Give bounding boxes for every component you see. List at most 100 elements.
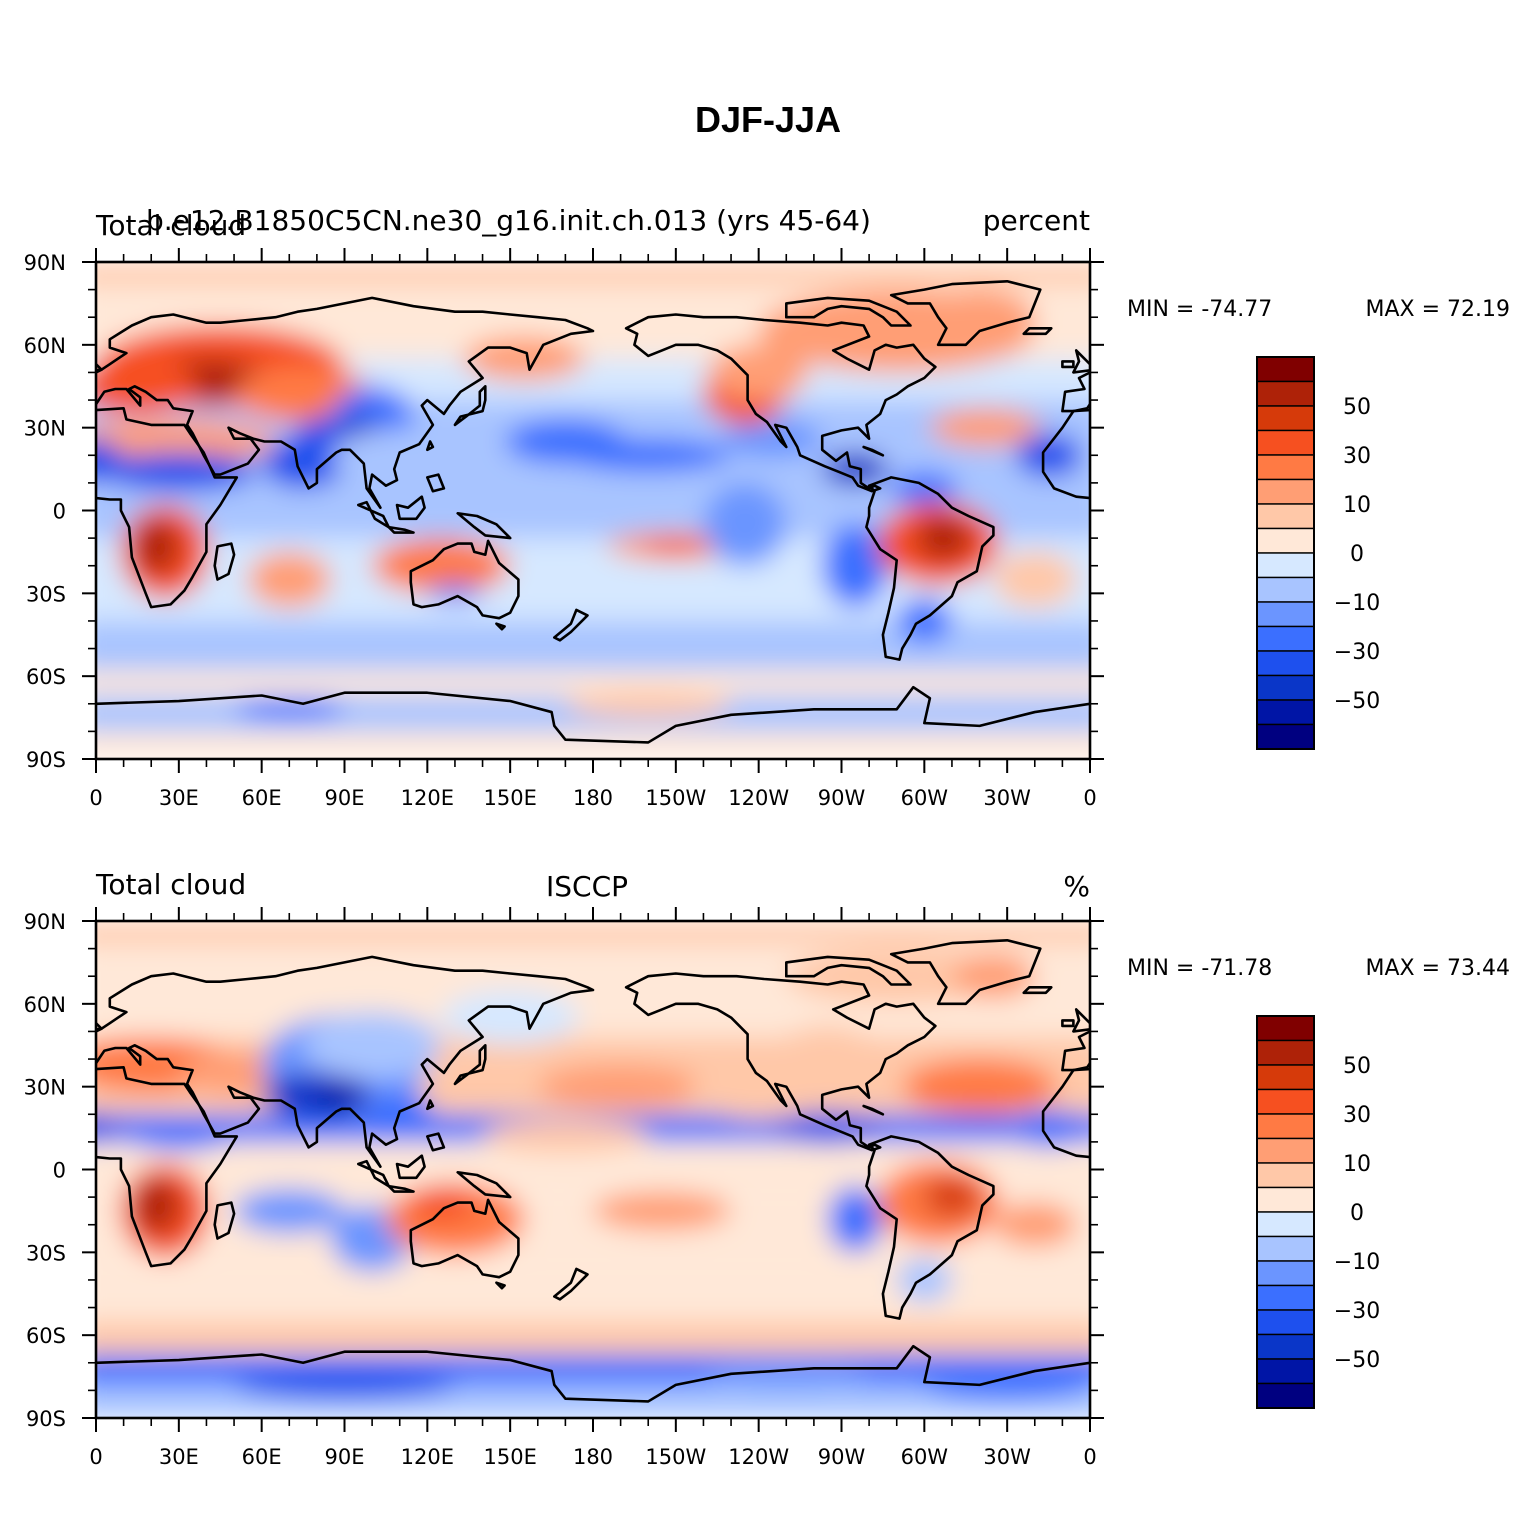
lon-tick-label: 90E <box>325 1445 365 1469</box>
panel-right-label: percent <box>983 204 1090 237</box>
max-stat: MAX = 72.19 <box>1365 297 1510 322</box>
colorbar-label: 30 <box>1343 1103 1371 1128</box>
colorbar-swatch <box>1256 1358 1315 1385</box>
lat-tick-label: 0 <box>53 500 66 524</box>
colorbar-swatch <box>1256 1186 1315 1213</box>
lon-tick-label: 30E <box>159 786 199 810</box>
lon-tick-label: 0 <box>1083 1445 1096 1469</box>
colorbar: 50 30 10 0 −10 −30 −50 <box>1256 356 1380 750</box>
contour-field <box>96 262 1090 759</box>
colorbar-swatch <box>1256 1309 1315 1336</box>
colorbar-swatch <box>1256 601 1315 628</box>
lon-tick-label: 120E <box>401 1445 454 1469</box>
colorbar-swatch <box>1256 1235 1315 1262</box>
lon-tick-label: 0 <box>89 786 102 810</box>
lat-tick-label: 60N <box>24 334 66 358</box>
lat-tick-label: 30N <box>24 1076 66 1100</box>
lon-tick-label: 120W <box>728 786 789 810</box>
colorbar-swatch <box>1256 1039 1315 1066</box>
colorbar-swatch <box>1256 454 1315 481</box>
colorbar-swatch <box>1256 503 1315 530</box>
colorbar-swatch <box>1256 478 1315 505</box>
colorbar-label: −30 <box>1334 1299 1380 1324</box>
coastlines <box>96 280 1090 744</box>
lon-tick-label: 180 <box>573 786 613 810</box>
colorbar-swatch <box>1256 380 1315 407</box>
colorbar-label: 10 <box>1343 493 1371 518</box>
lon-tick-label: 90W <box>818 1445 866 1469</box>
lon-tick-label: 150E <box>483 1445 536 1469</box>
lon-tick-label: 60W <box>901 786 949 810</box>
colorbar-swatch <box>1256 699 1315 726</box>
panel-center-label: b.e12.B1850C5CN.ne30_g16.init.ch.013 (yr… <box>146 204 871 237</box>
colorbar-swatch <box>1256 1137 1315 1164</box>
max-stat: MAX = 73.44 <box>1365 956 1510 981</box>
colorbar-swatch <box>1256 1260 1315 1287</box>
lon-tick-label: 180 <box>573 1445 613 1469</box>
colorbar-swatch <box>1256 356 1315 383</box>
main-title: DJF-JJA <box>695 99 841 140</box>
colorbar-swatch <box>1256 405 1315 432</box>
colorbar-swatch <box>1256 625 1315 652</box>
colorbar-label: −10 <box>1334 591 1380 616</box>
lon-tick-label: 150E <box>483 786 536 810</box>
lon-tick-label: 150W <box>645 1445 706 1469</box>
lat-tick-label: 30S <box>26 582 66 606</box>
colorbar-swatch <box>1256 1333 1315 1360</box>
lat-tick-label: 90S <box>26 1407 66 1431</box>
lat-tick-label: 30S <box>26 1241 66 1265</box>
min-stat: MIN = -71.78 <box>1127 956 1272 981</box>
lon-tick-label: 30W <box>983 786 1031 810</box>
min-stat: MIN = -74.77 <box>1127 297 1272 322</box>
colorbar-swatch <box>1256 429 1315 456</box>
lon-tick-label: 60W <box>901 1445 949 1469</box>
map-panel-2: 90N 60N 30N 0 30S 60S 90S 0 30E 60E 90E 120E 150E 180… <box>24 868 1510 1469</box>
colorbar-swatch <box>1256 552 1315 579</box>
lon-tick-label: 0 <box>89 1445 102 1469</box>
lat-tick-label: 0 <box>53 1159 66 1183</box>
coastlines <box>96 939 1090 1403</box>
panel-center-label: ISCCP <box>546 870 628 903</box>
panel-right-label: % <box>1063 870 1090 903</box>
colorbar-label: −10 <box>1334 1250 1380 1275</box>
lon-tick-label: 150W <box>645 786 706 810</box>
map-panel-1: 90N 60N 30N 0 30S 60S 90S 0 30E 60E 90E 120E 150E 180… <box>24 204 1510 810</box>
colorbar-label: 0 <box>1350 542 1364 567</box>
lon-tick-label: 30E <box>159 1445 199 1469</box>
lat-tick-label: 90N <box>24 910 66 934</box>
contour-field <box>96 921 1090 1418</box>
panel-left-label: Total cloud <box>95 868 246 901</box>
panel-left-label: Total cloud <box>95 209 246 242</box>
colorbar-label: −50 <box>1334 689 1380 714</box>
colorbar-swatch <box>1256 1382 1315 1409</box>
colorbar-label: 50 <box>1343 1054 1371 1079</box>
lon-tick-label: 90E <box>325 786 365 810</box>
colorbar-label: 50 <box>1343 395 1371 420</box>
lat-tick-label: 60S <box>26 1324 66 1348</box>
lon-tick-label: 60E <box>242 786 282 810</box>
colorbar-swatch <box>1256 1284 1315 1311</box>
colorbar-swatch <box>1256 1113 1315 1140</box>
colorbar-swatch <box>1256 576 1315 603</box>
lon-tick-label: 30W <box>983 1445 1031 1469</box>
colorbar-swatch <box>1256 1211 1315 1238</box>
colorbar-swatch <box>1256 1162 1315 1189</box>
lat-tick-label: 60S <box>26 665 66 689</box>
lat-tick-label: 90S <box>26 748 66 772</box>
colorbar-swatch <box>1256 650 1315 677</box>
colorbar-label: −50 <box>1334 1348 1380 1373</box>
colorbar-swatch <box>1256 527 1315 554</box>
colorbar-swatch <box>1256 1064 1315 1091</box>
lon-tick-label: 90W <box>818 786 866 810</box>
lat-tick-label: 30N <box>24 417 66 441</box>
colorbar-label: 0 <box>1350 1201 1364 1226</box>
lon-tick-label: 0 <box>1083 786 1096 810</box>
colorbar: 50 30 10 0 −10 −30 −50 <box>1256 1015 1380 1409</box>
lat-tick-label: 60N <box>24 993 66 1017</box>
colorbar-swatch <box>1256 674 1315 701</box>
lon-tick-label: 120E <box>401 786 454 810</box>
colorbar-swatch <box>1256 1088 1315 1115</box>
colorbar-swatch <box>1256 1015 1315 1042</box>
colorbar-label: 30 <box>1343 444 1371 469</box>
